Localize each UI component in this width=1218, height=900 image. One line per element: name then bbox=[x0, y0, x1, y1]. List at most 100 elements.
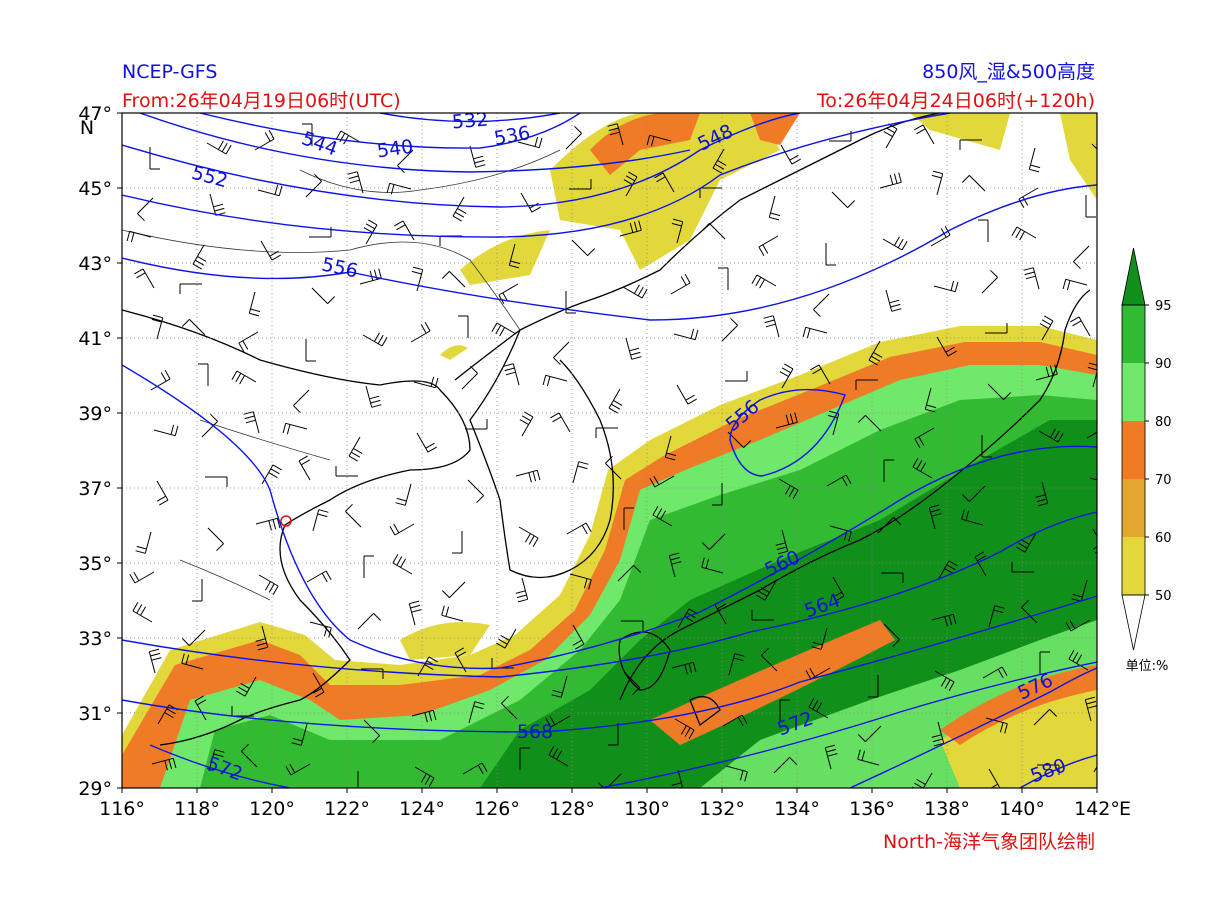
lon-tick-label: 124° bbox=[399, 798, 445, 820]
lat-tick-label: 45° bbox=[78, 178, 112, 200]
contour bbox=[379, 113, 561, 123]
wind-barb bbox=[773, 757, 798, 774]
wind-barb bbox=[258, 574, 279, 595]
wind-barb bbox=[156, 480, 169, 506]
wind-barb bbox=[761, 647, 778, 672]
contour bbox=[729, 388, 846, 477]
wind-barb bbox=[550, 412, 571, 433]
wind-barb bbox=[1037, 764, 1060, 775]
contour-label: 532 bbox=[451, 108, 489, 133]
colorbar-segment bbox=[1122, 421, 1145, 479]
wind-barb bbox=[832, 576, 845, 602]
wind-barb bbox=[137, 197, 154, 222]
lon-tick-label: 138° bbox=[924, 798, 970, 820]
wind-barb bbox=[829, 131, 852, 142]
wind-barb bbox=[978, 219, 989, 242]
wind-barb bbox=[192, 579, 203, 602]
wind-barb bbox=[1011, 226, 1037, 241]
coastline-korea bbox=[469, 329, 614, 579]
wind-barb bbox=[622, 284, 648, 299]
wind-barb bbox=[260, 240, 281, 261]
wind-barb bbox=[623, 671, 640, 696]
wind-barb bbox=[545, 715, 571, 728]
wind-barb bbox=[345, 503, 362, 528]
wind-barb bbox=[1035, 481, 1049, 507]
lon-tick-label: 116° bbox=[99, 798, 145, 820]
contour-label: 540 bbox=[376, 136, 415, 163]
contour bbox=[122, 113, 951, 238]
wind-barb bbox=[1033, 709, 1058, 726]
wind-barb bbox=[206, 140, 232, 155]
colorbar-over bbox=[1121, 247, 1146, 306]
humidity-70b bbox=[650, 620, 895, 745]
wind-barb bbox=[608, 388, 623, 414]
wind-barb bbox=[135, 531, 152, 554]
wind-barb bbox=[179, 283, 202, 294]
wind-barb bbox=[417, 656, 438, 677]
wind-barb bbox=[309, 227, 332, 238]
wind-barb bbox=[985, 323, 1008, 334]
wind-barb bbox=[811, 627, 828, 650]
wind-barb bbox=[671, 218, 684, 244]
from-time: From:26年04月19日06时(UTC) bbox=[122, 90, 401, 112]
lat-unit: N bbox=[80, 117, 94, 139]
wind-barb bbox=[126, 230, 152, 243]
wind-barb bbox=[751, 610, 774, 621]
wind-barb bbox=[508, 243, 521, 269]
wind-barb bbox=[1038, 428, 1064, 443]
wind-barb bbox=[348, 436, 363, 462]
wind-barb bbox=[519, 411, 534, 437]
wind-barb bbox=[779, 699, 790, 722]
wind-barb bbox=[241, 743, 258, 768]
wind-barb bbox=[441, 581, 466, 598]
wind-barb bbox=[129, 571, 155, 584]
wind-barb bbox=[503, 363, 520, 386]
wind-barb bbox=[357, 771, 359, 788]
wind-barb bbox=[452, 531, 463, 554]
wind-barb bbox=[718, 267, 729, 290]
wind-barb bbox=[621, 620, 644, 631]
wind-barb bbox=[1021, 599, 1038, 624]
wind-barb bbox=[335, 466, 358, 477]
wind-barb bbox=[285, 763, 311, 776]
colorbar-label: 80 bbox=[1155, 415, 1172, 430]
wind-barb bbox=[934, 670, 955, 691]
wind-barb bbox=[255, 625, 269, 651]
wind-barb bbox=[134, 268, 155, 289]
wind-barb bbox=[725, 371, 748, 382]
wind-barb bbox=[496, 628, 517, 649]
wind-barb bbox=[883, 123, 898, 149]
wind-barb bbox=[149, 147, 160, 170]
wind-barb bbox=[961, 485, 986, 502]
wind-barb bbox=[721, 317, 738, 342]
wind-barb bbox=[664, 435, 677, 461]
wind-barb bbox=[566, 522, 592, 535]
wind-barb bbox=[151, 314, 164, 340]
wind-barb bbox=[207, 527, 224, 552]
location-marker bbox=[280, 515, 292, 527]
lon-tick-label: 128° bbox=[549, 798, 595, 820]
lon-tick-label: 134° bbox=[774, 798, 820, 820]
wind-barb bbox=[933, 280, 959, 293]
to-time: To:26年04月24日06时(+120h) bbox=[816, 90, 1095, 112]
wind-barb bbox=[410, 322, 431, 343]
wind-barb bbox=[359, 268, 382, 285]
wind-barb bbox=[701, 533, 726, 550]
wind-barb bbox=[758, 235, 779, 256]
wind-barb bbox=[236, 676, 257, 697]
wind-barb bbox=[931, 613, 957, 627]
wind-barb bbox=[868, 675, 879, 698]
wind-barb bbox=[768, 195, 781, 221]
wind-barb bbox=[605, 455, 622, 480]
colorbar-label: 50 bbox=[1155, 589, 1172, 604]
wind-barb bbox=[961, 175, 986, 192]
wind-barb bbox=[194, 695, 207, 721]
colorbar-under bbox=[1121, 594, 1146, 651]
wind-barb bbox=[623, 507, 634, 530]
wind-barb bbox=[699, 187, 722, 198]
wind-barb bbox=[982, 666, 1008, 679]
wind-barb bbox=[201, 413, 218, 438]
wind-barb bbox=[458, 315, 469, 338]
